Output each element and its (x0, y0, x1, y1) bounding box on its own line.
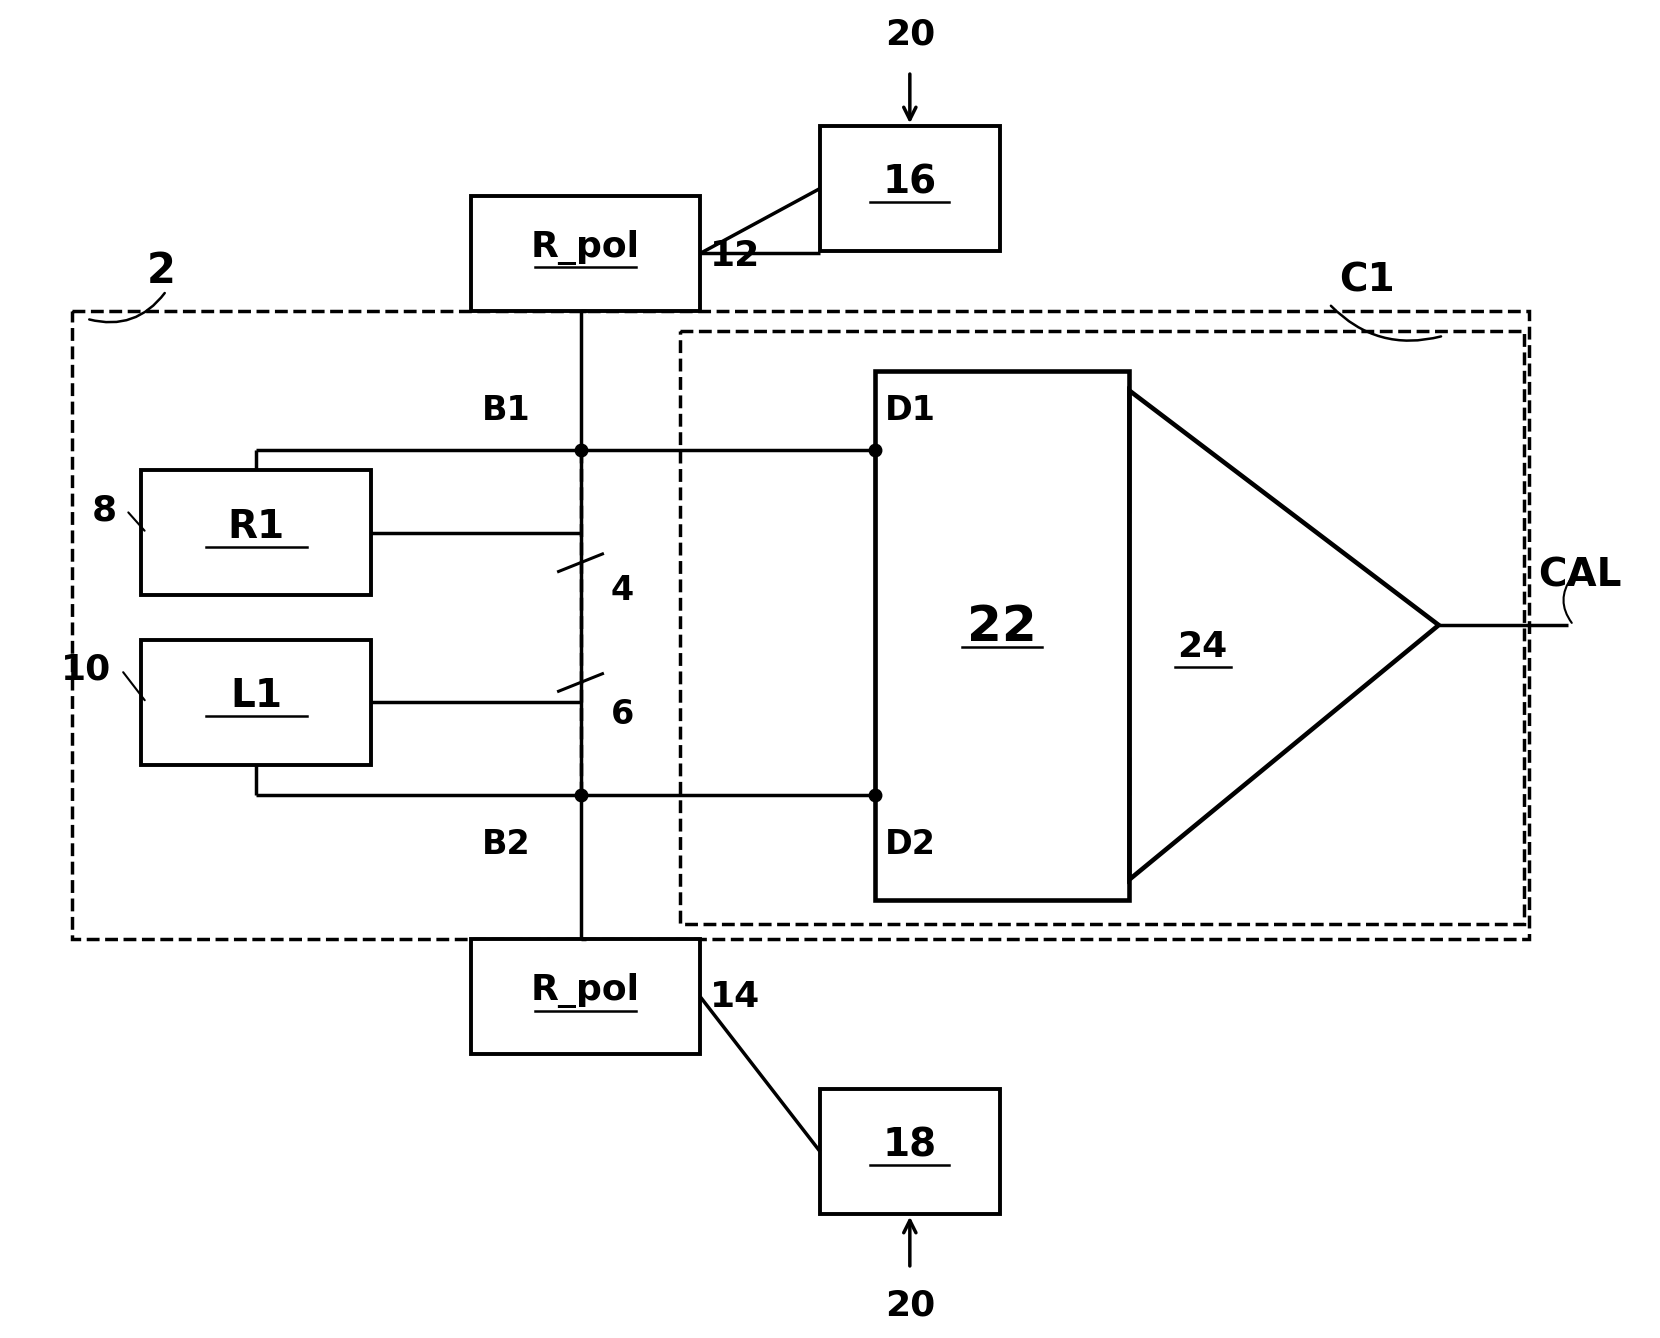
Text: R_pol: R_pol (531, 230, 641, 265)
Text: D2: D2 (885, 828, 936, 862)
Text: CAL: CAL (1539, 557, 1622, 594)
Text: B2: B2 (481, 828, 531, 862)
Text: 6: 6 (611, 698, 634, 732)
Text: 22: 22 (968, 603, 1038, 652)
Text: 18: 18 (883, 1127, 936, 1164)
Text: C1: C1 (1340, 262, 1394, 300)
Bar (875, 371, 1129, 899)
Text: 20: 20 (885, 1288, 935, 1323)
Bar (471, 939, 701, 1054)
Text: 8: 8 (91, 494, 116, 527)
Text: D1: D1 (885, 393, 936, 427)
Bar (820, 1089, 999, 1214)
Text: R_pol: R_pol (531, 973, 641, 1009)
Bar (71, 310, 1529, 939)
Bar (471, 195, 701, 310)
Text: 12: 12 (710, 240, 760, 273)
Text: 24: 24 (1177, 630, 1228, 664)
Text: 14: 14 (710, 981, 760, 1014)
Bar (681, 330, 1524, 925)
Text: B1: B1 (481, 393, 531, 427)
Bar (141, 640, 370, 765)
Text: R1: R1 (227, 508, 286, 546)
Text: 2: 2 (146, 250, 176, 292)
Text: 4: 4 (611, 574, 634, 606)
Text: 20: 20 (885, 17, 935, 51)
Text: 16: 16 (883, 163, 936, 202)
Bar (820, 126, 999, 250)
Bar (141, 471, 370, 595)
Text: L1: L1 (231, 677, 282, 716)
Text: 10: 10 (61, 653, 111, 686)
